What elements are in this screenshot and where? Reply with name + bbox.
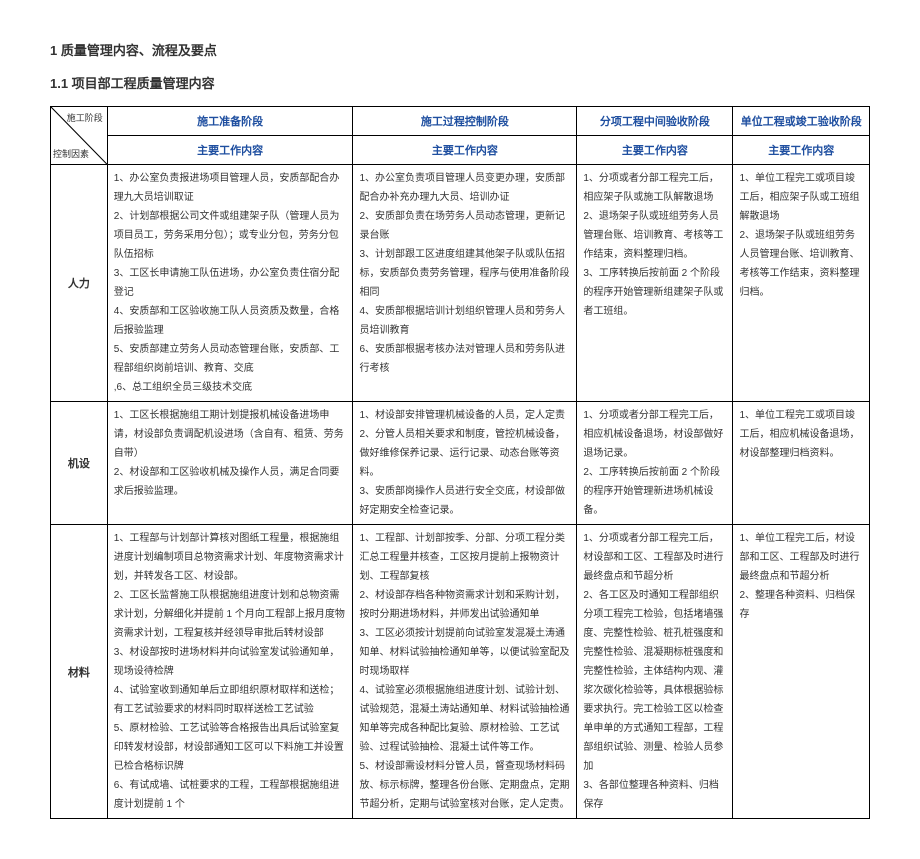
col2-sub: 主要工作内容 xyxy=(353,136,577,165)
quality-management-table: 施工阶段 控制因素 施工准备阶段 施工过程控制阶段 分项工程中间验收阶段 单位工… xyxy=(50,106,870,819)
cell-r3c1: 1、工程部与计划部计算核对图纸工程量，根据施组进度计划编制项目总物资需求计划、年… xyxy=(107,525,353,819)
factor-material: 材料 xyxy=(51,525,108,819)
cell-r3c3: 1、分项或者分部工程完工后，材设部和工区、工程部及时进行最终盘点和节超分析2、各… xyxy=(577,525,733,819)
corner-bottom-label: 控制因素 xyxy=(53,147,89,160)
col4-sub: 主要工作内容 xyxy=(733,136,870,165)
factor-machine: 机设 xyxy=(51,402,108,525)
row-human: 人力 1、办公室负责报进场项目管理人员，安质部配合办理九大员培训取证2、计划部根… xyxy=(51,165,870,402)
col4-stage: 单位工程或竣工验收阶段 xyxy=(733,107,870,136)
cell-r2c3: 1、分项或者分部工程完工后，相应机械设备退场，材设部做好退场记录。2、工序转换后… xyxy=(577,402,733,525)
col3-sub: 主要工作内容 xyxy=(577,136,733,165)
col1-sub: 主要工作内容 xyxy=(107,136,353,165)
cell-r3c2: 1、工程部、计划部按季、分部、分项工程分类汇总工程量并核查，工区按月提前上报物资… xyxy=(353,525,577,819)
col1-stage: 施工准备阶段 xyxy=(107,107,353,136)
cell-r3c4: 1、单位工程完工后，材设部和工区、工程部及时进行最终盘点和节超分析2、整理各种资… xyxy=(733,525,870,819)
heading-1: 1 质量管理内容、流程及要点 xyxy=(50,40,870,59)
corner-cell: 施工阶段 控制因素 xyxy=(51,107,108,165)
cell-r2c1: 1、工区长根据施组工期计划提报机械设备进场申请，材设部负责调配机设进场（含自有、… xyxy=(107,402,353,525)
cell-r1c3: 1、分项或者分部工程完工后，相应架子队或施工队解散退场2、退场架子队或班组劳务人… xyxy=(577,165,733,402)
factor-human: 人力 xyxy=(51,165,108,402)
corner-top-label: 施工阶段 xyxy=(67,111,103,124)
cell-r2c2: 1、材设部安排管理机械设备的人员，定人定责2、分管人员相关要求和制度，管控机械设… xyxy=(353,402,577,525)
row-machine: 机设 1、工区长根据施组工期计划提报机械设备进场申请，材设部负责调配机设进场（含… xyxy=(51,402,870,525)
col2-stage: 施工过程控制阶段 xyxy=(353,107,577,136)
row-material: 材料 1、工程部与计划部计算核对图纸工程量，根据施组进度计划编制项目总物资需求计… xyxy=(51,525,870,819)
cell-r1c2: 1、办公室负责项目管理人员变更办理，安质部配合办补充办理九大员、培训办证2、安质… xyxy=(353,165,577,402)
heading-2: 1.1 项目部工程质量管理内容 xyxy=(50,73,870,92)
cell-r1c4: 1、单位工程完工或项目竣工后，相应架子队或工班组解散退场2、退场架子队或班组劳务… xyxy=(733,165,870,402)
cell-r2c4: 1、单位工程完工或项目竣工后，相应机械设备退场，材设部整理归档资料。 xyxy=(733,402,870,525)
cell-r1c1: 1、办公室负责报进场项目管理人员，安质部配合办理九大员培训取证2、计划部根据公司… xyxy=(107,165,353,402)
col3-stage: 分项工程中间验收阶段 xyxy=(577,107,733,136)
